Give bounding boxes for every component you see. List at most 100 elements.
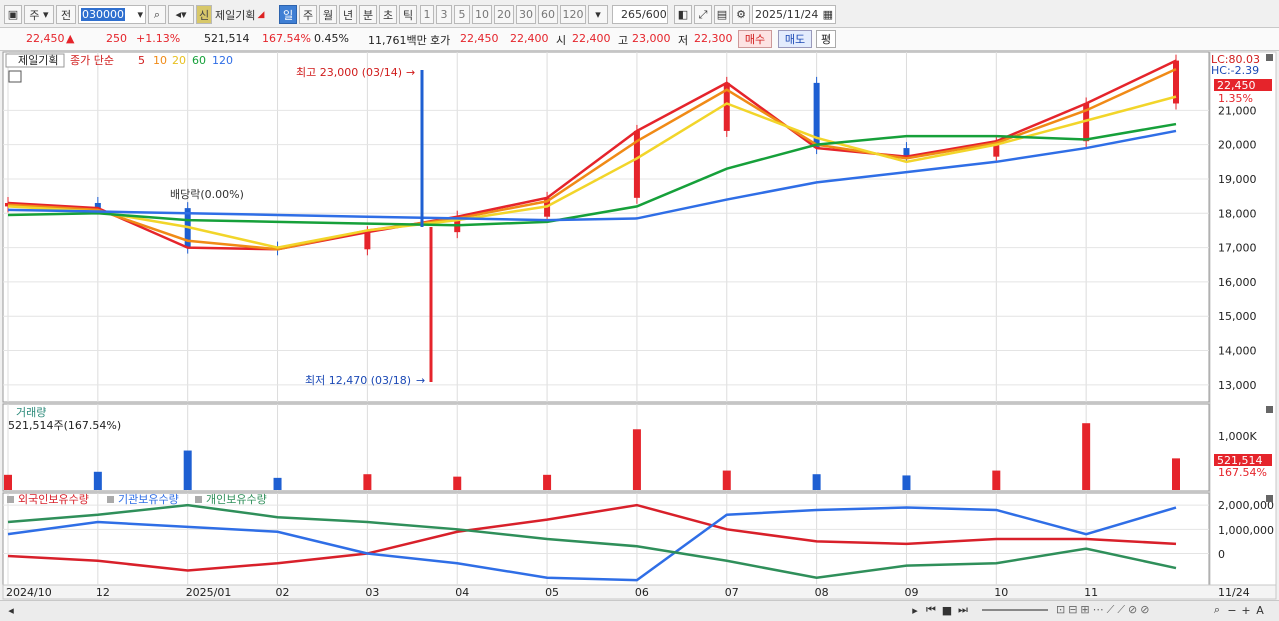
buy-button[interactable]: 매수 <box>738 30 772 48</box>
minute-dropdown[interactable]: ▾ <box>588 5 608 24</box>
x-tick-label: 04 <box>455 586 469 599</box>
tab-yearly[interactable]: 년 <box>339 5 357 24</box>
grid-lines <box>3 52 1209 585</box>
average-button[interactable]: 평 <box>816 30 836 48</box>
volume-bar <box>93 471 102 490</box>
chart-tool-icon[interactable]: ⤢ <box>694 5 712 24</box>
candle-body <box>903 148 910 157</box>
date-input[interactable]: 2025/11/24 ▦ <box>752 5 836 24</box>
tab-weekly[interactable]: 주 <box>299 5 317 24</box>
minute-button-5[interactable]: 5 <box>454 5 470 24</box>
holding-line <box>7 506 1177 582</box>
x-tick-label: 08 <box>815 586 829 599</box>
candle-body <box>94 202 101 209</box>
count-value: 265 <box>621 8 642 21</box>
candle-body <box>633 130 640 198</box>
ma-line-20 <box>7 95 1177 249</box>
volume-bar <box>4 474 12 490</box>
candle-body <box>1083 103 1090 142</box>
credit-badge: 신 <box>196 5 212 24</box>
save-icon[interactable]: ▤ <box>714 5 730 24</box>
tab-tick-label: 틱 <box>402 8 414 22</box>
price-y-tick: 15,000 <box>1218 310 1257 323</box>
quote-ask-label: 호가 <box>430 34 451 47</box>
play-icon[interactable]: ⏭ <box>958 603 968 616</box>
search-icon[interactable]: ⌕ <box>148 5 166 24</box>
zoom-slider[interactable] <box>980 603 1050 617</box>
tab-monthly[interactable]: 월 <box>319 5 337 24</box>
volume-bars <box>4 423 1180 490</box>
calendar-icon[interactable]: ▦ <box>822 8 833 21</box>
stop-icon[interactable]: ■ <box>941 603 953 617</box>
scroll-right-icon[interactable]: ▸ <box>912 603 918 617</box>
window-icon[interactable]: ▣ <box>4 5 22 24</box>
minute-button-20[interactable]: 20 <box>494 5 514 24</box>
zoom-icon[interactable]: ◧ <box>674 5 692 24</box>
quote-bid-value: 22,400 <box>510 32 549 45</box>
series-lines <box>7 59 1177 582</box>
high-annotation: 최고 23,000 (03/14) <box>296 66 402 79</box>
ma20-legend: 20 <box>172 54 186 67</box>
period-select[interactable]: 주 ▾ <box>24 5 54 24</box>
x-tick-label: 07 <box>725 586 739 599</box>
minute-button-120[interactable]: 120 <box>560 5 586 24</box>
price-y-tick: 14,000 <box>1218 345 1257 358</box>
quote-high-label: 고 <box>618 34 629 47</box>
volume-panel-close-icon[interactable] <box>1266 406 1273 413</box>
drawing-tools-icon[interactable]: ⊡⊟⊞⋯⟋⟋⊘⊘ <box>1056 603 1153 616</box>
zoom-out-icon[interactable]: − <box>1227 603 1237 617</box>
sell-button[interactable]: 매도 <box>778 30 812 48</box>
stock-chart[interactable]: 최고 23,000 (03/14) → 최저 12,470 (03/18) → … <box>0 50 1279 600</box>
holding-y-tick-1: 1,000,000 <box>1218 524 1274 537</box>
prev-button[interactable]: 전 <box>56 5 76 24</box>
quote-turnover: 0.45% <box>314 32 349 45</box>
price-y-tick: 18,000 <box>1218 207 1257 220</box>
x-tick-label: 2025/01 <box>186 586 232 599</box>
zoom-in-icon[interactable]: + <box>1241 603 1251 617</box>
stock-code-input[interactable]: 030000 ▾ <box>78 5 146 24</box>
tab-tick[interactable]: 틱 <box>399 5 417 24</box>
low-arrow: → <box>416 374 425 387</box>
volume-title: 거래량 <box>16 406 46 419</box>
event-annotation: 배당락(0.00%) <box>170 188 244 201</box>
price-y-tick: 16,000 <box>1218 276 1257 289</box>
price-panel-close-icon[interactable] <box>1266 54 1273 61</box>
volume-subtitle: 521,514주(167.54%) <box>8 419 121 432</box>
minute-button-3[interactable]: 3 <box>436 5 452 24</box>
minute-button-10[interactable]: 10 <box>472 5 492 24</box>
rewind-icon[interactable]: ⏮ <box>926 603 936 616</box>
data-table-icon[interactable] <box>8 70 22 83</box>
x-tick-label: 10 <box>994 586 1008 599</box>
tab-daily[interactable]: 일 <box>279 5 297 24</box>
ma-line-5 <box>7 59 1177 251</box>
chart-scrollbar[interactable]: ◂ ▸ ⏮ ■ ⏭ ⊡⊟⊞⋯⟋⟋⊘⊘ ⌕ − + A <box>0 600 1279 621</box>
volume-bar <box>543 474 552 490</box>
tab-daily-label: 일 <box>282 8 294 22</box>
toolbar: ▣ 주 ▾ 전 030000 ▾ ⌕ ◂▾ 신 제일기획 ◢ 일 주 월 년 분 초… <box>0 3 1279 27</box>
holding-panel-close-icon[interactable] <box>1266 495 1273 502</box>
minute-button-60[interactable]: 60 <box>538 5 558 24</box>
x-tick-label: 05 <box>545 586 559 599</box>
minute-label-60: 60 <box>541 8 555 21</box>
gear-icon[interactable]: ⚙ <box>732 5 750 24</box>
tab-second[interactable]: 초 <box>379 5 397 24</box>
institution-legend-swatch <box>107 496 114 503</box>
count-total: /600 <box>642 8 667 21</box>
quote-open-label: 시 <box>556 34 567 47</box>
count-input[interactable]: 265/600 <box>612 5 668 24</box>
hc-label: HC:-2.39 <box>1211 64 1259 77</box>
individual-legend: 개인보유수량 <box>206 493 267 506</box>
stock-label-box[interactable] <box>5 53 65 68</box>
ma60-legend: 60 <box>192 54 206 67</box>
font-size-icon[interactable]: A <box>1256 603 1264 617</box>
minute-button-1[interactable]: 1 <box>420 5 434 24</box>
sound-icon[interactable]: ◂▾ <box>168 5 194 24</box>
price-y-tick: 13,000 <box>1218 379 1257 392</box>
candle-body <box>723 82 730 131</box>
scroll-left-icon[interactable]: ◂ <box>8 603 14 617</box>
minute-button-30[interactable]: 30 <box>516 5 536 24</box>
magnifier-icon[interactable]: ⌕ <box>1213 603 1221 616</box>
volume-last-tag-text: 521,514 <box>1217 454 1263 467</box>
tab-yearly-label: 년 <box>342 8 354 22</box>
tab-minute[interactable]: 분 <box>359 5 377 24</box>
